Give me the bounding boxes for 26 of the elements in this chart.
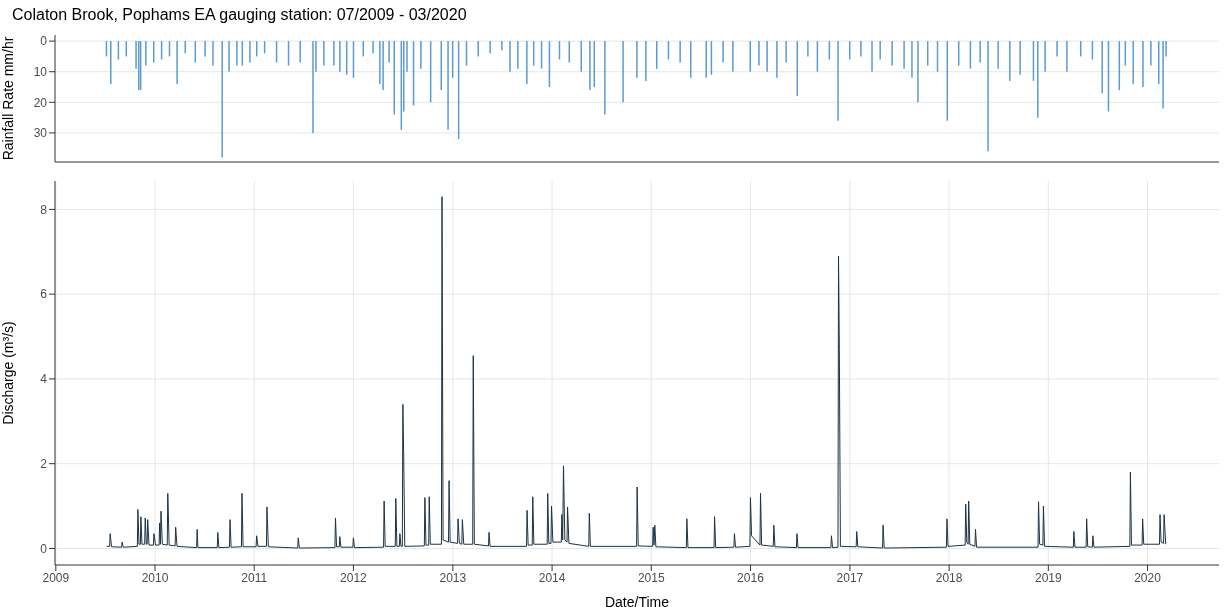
y-tick-label: 6 — [40, 287, 48, 302]
x-tick-label: 2009 — [42, 570, 70, 585]
x-tick-label: 2011 — [241, 570, 268, 585]
y-axis-title: Rainfall Rate mm/hr — [0, 36, 16, 161]
x-tick-label: 2020 — [1134, 570, 1162, 585]
y-tick-label: 4 — [40, 372, 48, 387]
x-tick-label: 2019 — [1034, 570, 1062, 585]
line-series — [106, 196, 1167, 549]
chart-title: Colaton Brook, Pophams EA gauging station: 07/2009 - 03/2020 — [12, 6, 467, 24]
y-tick-label: 30 — [33, 126, 48, 141]
y-tick-label: 2 — [40, 456, 48, 471]
y-tick-label: 0 — [40, 34, 48, 49]
y-tick-label: 0 — [40, 541, 48, 556]
x-tick-label: 2014 — [538, 570, 566, 585]
x-axis-title: Date/Time — [604, 594, 670, 607]
x-tick-label: 2017 — [836, 570, 864, 585]
x-tick-label: 2015 — [637, 570, 665, 585]
y-tick-label: 8 — [40, 202, 48, 217]
y-tick-label: 10 — [33, 64, 48, 79]
x-tick-label: 2013 — [439, 570, 467, 585]
x-tick-label: 2010 — [141, 570, 169, 585]
x-tick-label: 2018 — [935, 570, 963, 585]
y-tick-label: 20 — [33, 95, 48, 110]
x-tick-label: 2016 — [737, 570, 765, 585]
y-axis-title: Discharge (m³/s) — [0, 321, 16, 425]
x-tick-label: 2012 — [340, 570, 368, 585]
